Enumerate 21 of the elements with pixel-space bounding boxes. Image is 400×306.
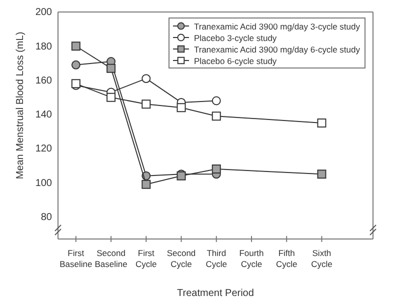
x-tick-label: Second Cycle [166, 248, 196, 269]
x-tick-label: Fifth Cycle [276, 248, 298, 269]
legend-label: Placebo 3-cycle study [194, 33, 278, 43]
x-tick-label: Third Cycle [206, 248, 228, 269]
y-tick-label: 80 [40, 212, 52, 224]
legend-label: Tranexamic Acid 3900 mg/day 3-cycle study [194, 22, 361, 32]
x-tick-label: First Baseline [60, 248, 92, 269]
x-axis-title: Treatment Period [177, 288, 254, 299]
y-tick-label: 100 [35, 178, 52, 189]
y-tick-label: 160 [35, 75, 52, 86]
x-tick-label: Second Baseline [94, 248, 128, 269]
y-tick-label: 140 [35, 110, 52, 121]
x-tick-label: First Cycle [136, 248, 158, 269]
y-axis-title: Mean Menstrual Blood Loss (mL) [15, 32, 26, 180]
x-tick-label: Sixth Cycle [311, 248, 333, 269]
x-tick-label: Fourth Cycle [239, 248, 264, 269]
y-tick-label: 200 [35, 7, 52, 18]
y-tick-label: 120 [35, 144, 52, 155]
y-tick-label: 180 [35, 41, 52, 52]
legend-label: Placebo 6-cycle study [194, 56, 278, 66]
legend-label: Tranexamic Acid 3900 mg/day 6-cycle study [194, 44, 361, 54]
